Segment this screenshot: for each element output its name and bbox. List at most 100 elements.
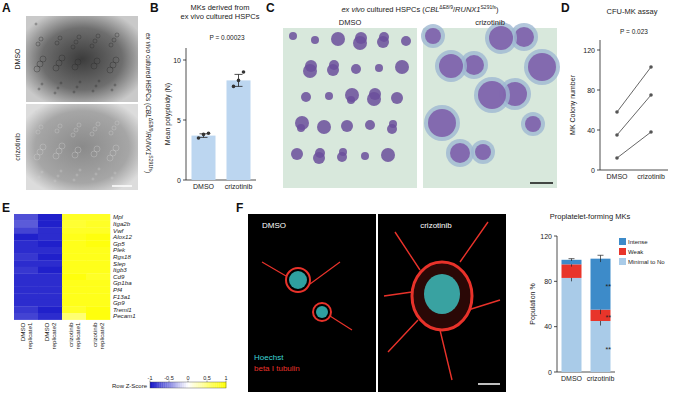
heatmap-cell	[38, 267, 62, 274]
cell	[387, 124, 397, 134]
series-line	[617, 132, 651, 158]
heatmap-cell	[86, 240, 110, 247]
heatmap-cell	[38, 300, 62, 307]
colorbar-tick-label: -1	[148, 375, 153, 381]
heatmap-cell	[38, 260, 62, 267]
texture	[111, 177, 113, 179]
texture	[94, 58, 100, 64]
micrograph	[248, 214, 376, 392]
heatmap-cell	[62, 313, 86, 320]
texture	[71, 133, 75, 137]
cell	[331, 32, 345, 46]
colorbar-tick	[169, 381, 170, 383]
y-axis	[557, 236, 558, 372]
colorbar-step	[152, 382, 154, 388]
panel-title: ex vivo cultured HSPCs (CBLΔE8/9/RUNX1S2…	[341, 4, 499, 14]
y-tick	[183, 60, 186, 61]
texture	[95, 85, 97, 87]
legend-swatch	[619, 258, 626, 265]
y-axis-label: MK Colony number	[569, 74, 577, 135]
y-axis	[600, 40, 601, 170]
y-tick	[183, 120, 186, 121]
title-part: ΔE8/9	[148, 118, 154, 132]
texture	[73, 179, 75, 181]
texture	[75, 59, 81, 65]
title-part: ex vivo	[341, 5, 364, 14]
nucleus	[424, 274, 460, 314]
heatmap-cell	[62, 260, 86, 267]
texture	[74, 40, 78, 44]
heatmap-cell	[14, 267, 38, 274]
x-tick-label: DMSO	[561, 375, 583, 382]
y-tick-label: 40	[587, 127, 595, 134]
series-line	[617, 67, 651, 112]
column-label-line: replicate2	[50, 322, 57, 349]
cell	[313, 152, 325, 164]
cell	[395, 60, 409, 74]
texture	[54, 180, 56, 182]
heatmap-cell	[86, 280, 110, 287]
heatmap-cell	[38, 227, 62, 234]
y-tick-label: 120	[540, 233, 552, 240]
colorbar-step	[215, 382, 217, 388]
error-cap	[235, 74, 243, 75]
texture	[41, 83, 43, 85]
colorbar-step	[190, 382, 192, 388]
x-tick-label: DMSO	[607, 173, 629, 180]
heatmap-cell	[14, 221, 38, 228]
stain-label: Hoechst	[254, 353, 284, 362]
texture	[94, 146, 100, 152]
heatmap-cell	[14, 306, 38, 313]
texture	[40, 56, 46, 62]
heatmap-cell	[14, 240, 38, 247]
annotation: P = 0.023	[620, 28, 648, 35]
bar-segment	[591, 259, 611, 310]
micrograph	[421, 22, 560, 188]
title-part: CBL	[145, 105, 152, 118]
cell	[367, 92, 381, 106]
texture	[39, 125, 43, 129]
micrograph	[378, 214, 506, 392]
cell	[475, 144, 491, 160]
colorbar-step	[222, 382, 224, 388]
y-tick	[554, 281, 557, 282]
colorbar-step	[184, 382, 186, 388]
texture	[76, 86, 78, 88]
cell	[478, 81, 506, 109]
title-part: )	[496, 5, 499, 14]
texture	[114, 172, 116, 174]
image-label: crizotinib	[475, 18, 505, 27]
colorbar-step	[169, 382, 171, 388]
texture	[77, 35, 81, 39]
image	[26, 16, 138, 102]
texture	[98, 80, 100, 82]
legend-label: Weak	[628, 249, 644, 255]
heatmap-cell	[38, 287, 62, 294]
heatmap-cell	[14, 293, 38, 300]
scale-bar	[478, 383, 500, 385]
error-cap	[598, 255, 604, 256]
texture	[71, 45, 75, 49]
texture	[41, 171, 43, 173]
annotation: **	[606, 283, 612, 290]
colorbar-step	[207, 382, 209, 388]
texture	[38, 176, 40, 178]
column-label-line: replicate1	[74, 322, 81, 349]
colorbar-step	[175, 382, 177, 388]
heatmap-cell	[86, 267, 110, 274]
column-label-line: DMSO	[43, 322, 50, 341]
y-tick	[597, 90, 600, 91]
title-part: RUNX1	[455, 5, 480, 14]
colorbar-step	[205, 382, 207, 388]
title-part: RUNX1	[145, 133, 152, 155]
cytoplasm	[424, 105, 460, 141]
heatmap-cell	[38, 214, 62, 221]
point	[649, 130, 653, 134]
error-cap	[235, 86, 243, 87]
heatmap-cell	[38, 254, 62, 261]
heatmap-cell	[62, 234, 86, 241]
column-label: crizotinibreplicate1	[67, 322, 81, 349]
cytoplasm	[524, 49, 560, 85]
texture	[92, 90, 94, 92]
scale-bar	[530, 182, 553, 184]
